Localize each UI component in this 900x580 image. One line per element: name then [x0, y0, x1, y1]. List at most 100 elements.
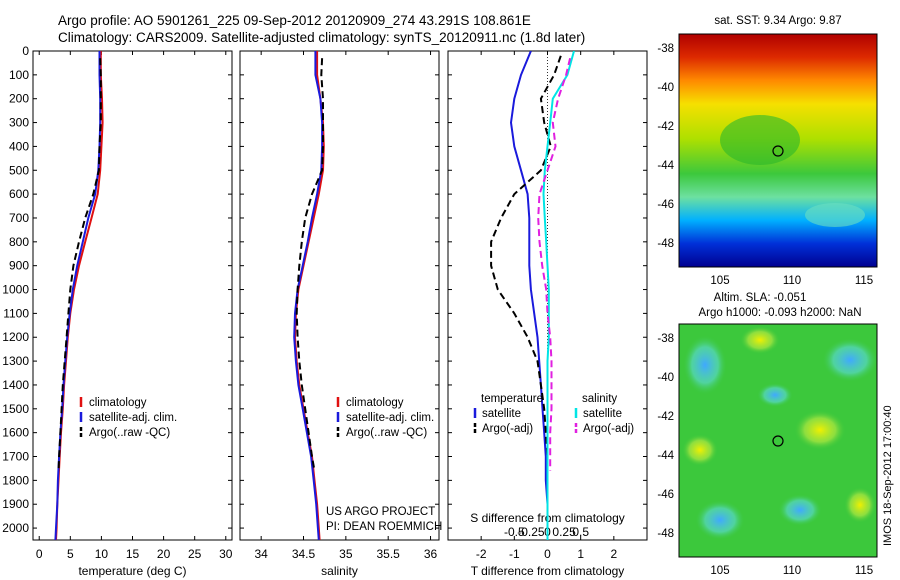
sst-map — [678, 33, 878, 268]
legend-label: satellite-adj. clim. — [89, 412, 177, 424]
legend-label: climatology — [346, 397, 404, 409]
map-lat-tick-label: -46 — [657, 489, 674, 501]
s-diff-tick-label: 0.5 — [572, 525, 589, 539]
sst-argo-marker — [772, 145, 784, 157]
map-lat-tick-label: -44 — [657, 450, 674, 462]
x-tick-label: 36 — [424, 547, 438, 561]
legend-temperature-header: temperature — [481, 393, 543, 405]
map-lon-tick-label: 110 — [783, 275, 801, 287]
legend-salinity-header: salinity — [582, 393, 617, 405]
map-lon-tick-label: 105 — [710, 565, 729, 577]
panel-frame — [239, 50, 440, 541]
legend-label: satellite — [482, 408, 521, 420]
series-line-satellite-adj-clim- — [54, 51, 102, 540]
y-tick-label: 1600 — [2, 426, 29, 440]
map-lat-tick-label: -38 — [657, 333, 674, 345]
y-tick-label: 1500 — [2, 402, 29, 416]
x-tick-label: -2 — [476, 547, 487, 561]
map-lat-tick-label: -42 — [657, 411, 674, 423]
legend-label: climatology — [89, 397, 147, 409]
series-line-salinity-argo-adj- — [537, 57, 572, 471]
map-lon-tick-label: 115 — [855, 565, 873, 577]
x-tick-label: 30 — [219, 547, 233, 561]
x-tick-label: -1 — [509, 547, 520, 561]
series-line-temperature-satellite — [509, 51, 549, 540]
x-tick-label: 20 — [157, 547, 171, 561]
y-tick-label: 100 — [9, 68, 29, 82]
legend-label: Argo(-adj) — [583, 423, 634, 435]
y-tick-label: 1300 — [2, 354, 29, 368]
map-lat-tick-label: -44 — [657, 160, 674, 172]
sla-map — [678, 323, 878, 558]
x-tick-label: 34.5 — [292, 547, 316, 561]
y-tick-label: 700 — [9, 211, 29, 225]
map-lat-tick-label: -42 — [657, 121, 674, 133]
x-tick-label: 35 — [339, 547, 353, 561]
profile-panel-1: 0100200300400500600700800900100011001200… — [2, 44, 232, 578]
y-tick-label: 300 — [9, 116, 29, 130]
map-lat-tick-label: -40 — [657, 82, 674, 94]
series-line-argo-raw-qc- — [295, 58, 324, 471]
map-lat-tick-label: -48 — [657, 238, 674, 250]
legend-diff: temperature salinity satellite Argo(-adj) sa… — [473, 393, 634, 435]
map-title: Altim. SLA: -0.051 — [714, 292, 807, 304]
x-tick-label: 1 — [577, 547, 584, 561]
s-diff-tick-label: 0.25 — [552, 525, 576, 539]
s-diff-tick-label: -0.5 — [504, 525, 525, 539]
legend-panel-2: climatology satellite-adj. clim. Argo(..ra… — [336, 397, 434, 439]
y-tick-label: 1700 — [2, 450, 29, 464]
map-subtitle: Argo h1000: -0.093 h2000: NaN — [698, 307, 861, 319]
legend-label: Argo(-adj) — [482, 423, 533, 435]
legend-panel-1: climatology satellite-adj. clim. Argo(..ra… — [79, 397, 177, 439]
x-tick-label: 2 — [610, 547, 617, 561]
figure-title-line1: Argo profile: AO 5901261_225 09-Sep-2012… — [58, 13, 531, 28]
y-tick-label: 400 — [9, 139, 29, 153]
map-lat-tick-label: -46 — [657, 199, 674, 211]
x-tick-label: 5 — [67, 547, 74, 561]
series-line-salinity-satellite — [542, 51, 575, 540]
x-tick-label: 15 — [126, 547, 140, 561]
sla-argo-marker — [772, 435, 784, 447]
x-tick-label: 0 — [544, 547, 551, 561]
map-title: sat. SST: 9.34 Argo: 9.87 — [714, 15, 841, 27]
series-line-argo-raw-qc- — [57, 58, 102, 471]
y-tick-label: 1800 — [2, 473, 29, 487]
x-axis-label: T difference from climatology — [471, 564, 625, 578]
map-axes-1: sat. SST: 9.34 Argo: 9.87 -38 -40 -42 -44 -46… — [657, 15, 873, 287]
y-tick-label: 800 — [9, 235, 29, 249]
x-tick-label: 35.5 — [377, 547, 401, 561]
legend-label: Argo(..raw -QC) — [346, 427, 427, 439]
map-lat-tick-label: -40 — [657, 372, 674, 384]
map-lon-tick-label: 105 — [710, 275, 729, 287]
y-tick-label: 200 — [9, 92, 29, 106]
y-tick-label: 0 — [22, 44, 29, 58]
y-tick-label: 500 — [9, 163, 29, 177]
credit-project: US ARGO PROJECT — [326, 506, 435, 518]
map-lon-tick-label: 115 — [855, 275, 873, 287]
x-axis-label: salinity — [321, 564, 358, 578]
map-lat-tick-label: -48 — [657, 528, 674, 540]
panel-frame — [32, 50, 233, 541]
x-tick-label: 34 — [254, 547, 268, 561]
y-tick-label: 1100 — [3, 306, 29, 320]
y-tick-label: 600 — [9, 187, 29, 201]
y-tick-label: 1000 — [2, 283, 29, 297]
x-tick-label: 25 — [188, 547, 202, 561]
profile-panel-3: -2 -1 0 1 2 T difference from climatology -0.5… — [447, 50, 648, 578]
map-lon-tick-label: 110 — [783, 565, 801, 577]
legend-label: satellite — [583, 408, 622, 420]
y-tick-label: 2000 — [2, 521, 29, 535]
series-line-temperature-argo-adj- — [490, 55, 562, 471]
x-tick-label: 0 — [36, 547, 43, 561]
side-timestamp: IMOS 18-Sep-2012 17:00:40 — [882, 405, 894, 546]
legend-label: Argo(..raw -QC) — [89, 427, 170, 439]
credit-pi: PI: DEAN ROEMMICH — [326, 521, 442, 533]
map-lat-tick-label: -38 — [657, 43, 674, 55]
y-tick-label: 1200 — [2, 330, 29, 344]
x-axis-label: temperature (deg C) — [78, 564, 186, 578]
x-tick-label: 10 — [95, 547, 109, 561]
profile-panel-2: 34 34.5 35 35.5 36 salinity — [239, 50, 440, 578]
y-tick-label: 900 — [9, 259, 29, 273]
legend-label: satellite-adj. clim. — [346, 412, 434, 424]
